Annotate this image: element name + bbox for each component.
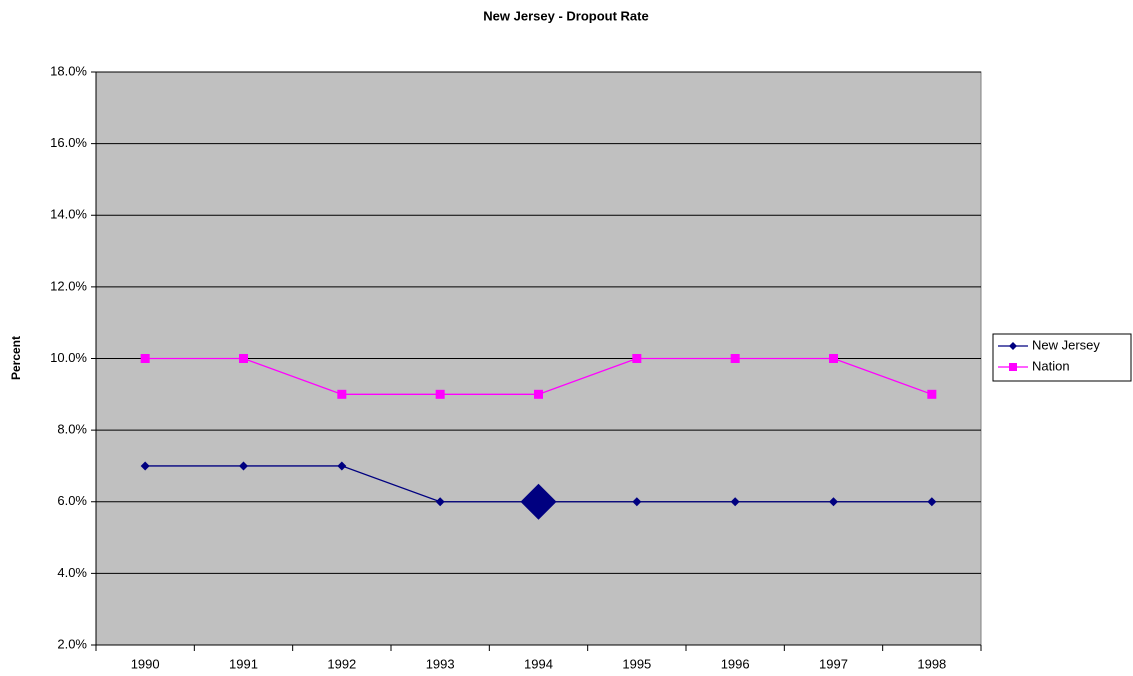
x-tick-label: 1991 — [229, 656, 258, 671]
marker — [632, 497, 642, 507]
legend-box — [992, 333, 1132, 382]
chart-title: New Jersey - Dropout Rate — [483, 8, 648, 23]
marker — [337, 389, 347, 399]
highlight-marker — [520, 483, 557, 520]
y-tick-label: 8.0% — [57, 422, 87, 437]
y-tick-label: 16.0% — [50, 135, 87, 150]
marker — [730, 497, 740, 507]
marker — [927, 389, 937, 399]
y-tick-label: 14.0% — [50, 207, 87, 222]
marker — [239, 354, 248, 363]
y-axis-label: Percent — [9, 336, 23, 380]
marker — [632, 354, 642, 363]
x-tick-label: 1993 — [426, 656, 455, 671]
marker — [927, 497, 937, 507]
legend-label: Nation — [1032, 358, 1070, 373]
marker — [1009, 363, 1017, 371]
marker — [140, 461, 150, 471]
marker — [337, 461, 347, 471]
y-tick-label: 4.0% — [57, 565, 87, 580]
x-tick-label: 1992 — [327, 656, 356, 671]
x-tick-label: 1998 — [917, 656, 946, 671]
marker — [829, 497, 838, 507]
y-tick-label: 2.0% — [57, 636, 87, 651]
marker — [435, 497, 445, 507]
marker — [730, 354, 740, 363]
marker — [435, 389, 445, 399]
x-tick-label: 1990 — [131, 656, 160, 671]
y-tick-label: 10.0% — [50, 350, 87, 365]
y-tick-label: 18.0% — [50, 63, 87, 78]
marker — [1009, 342, 1017, 350]
marker — [140, 354, 150, 363]
marker — [534, 389, 543, 399]
x-tick-label: 1997 — [819, 656, 848, 671]
x-tick-label: 1994 — [524, 656, 553, 671]
x-tick-label: 1996 — [721, 656, 750, 671]
x-tick-label: 1995 — [622, 656, 651, 671]
y-tick-label: 12.0% — [50, 278, 87, 293]
y-tick-label: 6.0% — [57, 493, 87, 508]
legend-label: New Jersey — [1032, 337, 1100, 352]
marker — [829, 354, 838, 363]
marker — [239, 461, 248, 471]
